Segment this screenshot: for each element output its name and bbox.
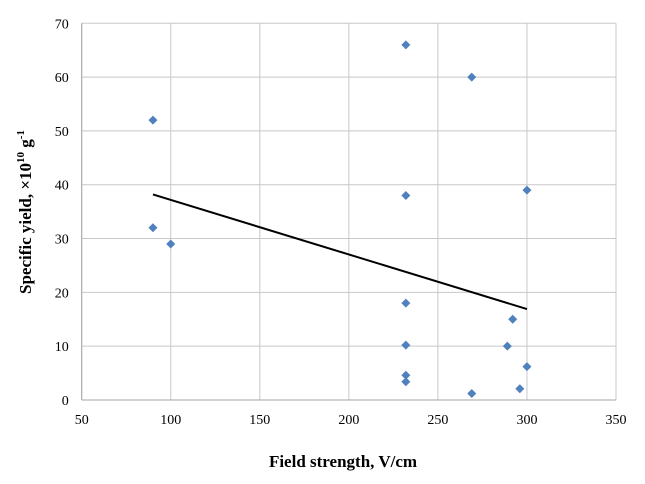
y-axis-label-unit: g bbox=[16, 139, 35, 152]
data-point bbox=[148, 223, 158, 233]
data-point bbox=[508, 314, 518, 324]
data-point bbox=[401, 370, 411, 380]
y-tick-label: 20 bbox=[55, 286, 69, 301]
y-axis-label-main: Specific yield, ×10 bbox=[16, 163, 35, 294]
x-tick-label: 150 bbox=[249, 413, 270, 428]
data-point bbox=[522, 362, 532, 372]
y-tick-label: 50 bbox=[55, 125, 69, 140]
data-point bbox=[401, 191, 411, 201]
y-tick-label: 40 bbox=[55, 179, 69, 194]
data-point bbox=[401, 340, 411, 350]
data-point bbox=[148, 115, 158, 125]
data-point bbox=[515, 384, 525, 394]
data-point bbox=[502, 341, 512, 351]
y-tick-label: 0 bbox=[62, 394, 69, 409]
x-tick-label: 50 bbox=[75, 413, 89, 428]
data-point bbox=[401, 40, 411, 50]
trendline-group bbox=[152, 193, 528, 311]
y-tick-label: 30 bbox=[55, 233, 69, 248]
trendline bbox=[152, 193, 528, 311]
x-tick-label: 350 bbox=[606, 413, 627, 428]
y-axis-label: Specific yield, ×1010 g-1 bbox=[15, 130, 35, 294]
x-tick-label: 250 bbox=[427, 413, 448, 428]
data-points bbox=[148, 40, 532, 399]
y-axis-label-unit-exponent: -1 bbox=[15, 130, 27, 139]
data-point bbox=[401, 377, 411, 387]
data-point bbox=[467, 72, 477, 82]
x-axis-label: Field strength, V/cm bbox=[269, 452, 417, 471]
y-tick-label: 70 bbox=[55, 17, 69, 32]
y-tick-label: 60 bbox=[55, 71, 69, 86]
x-tick-label: 200 bbox=[338, 413, 359, 428]
x-tick-label: 100 bbox=[160, 413, 181, 428]
data-point bbox=[467, 389, 477, 399]
data-point bbox=[401, 298, 411, 308]
tick-labels: 50 100 150 200 250 300 350 0 10 20 30 40 50 60 70 bbox=[55, 17, 627, 428]
y-axis-label-exponent: 10 bbox=[15, 151, 27, 163]
y-tick-label: 10 bbox=[55, 340, 69, 355]
grid bbox=[81, 22, 617, 401]
x-tick-label: 300 bbox=[516, 413, 537, 428]
data-point bbox=[522, 185, 532, 195]
data-point bbox=[166, 239, 176, 249]
